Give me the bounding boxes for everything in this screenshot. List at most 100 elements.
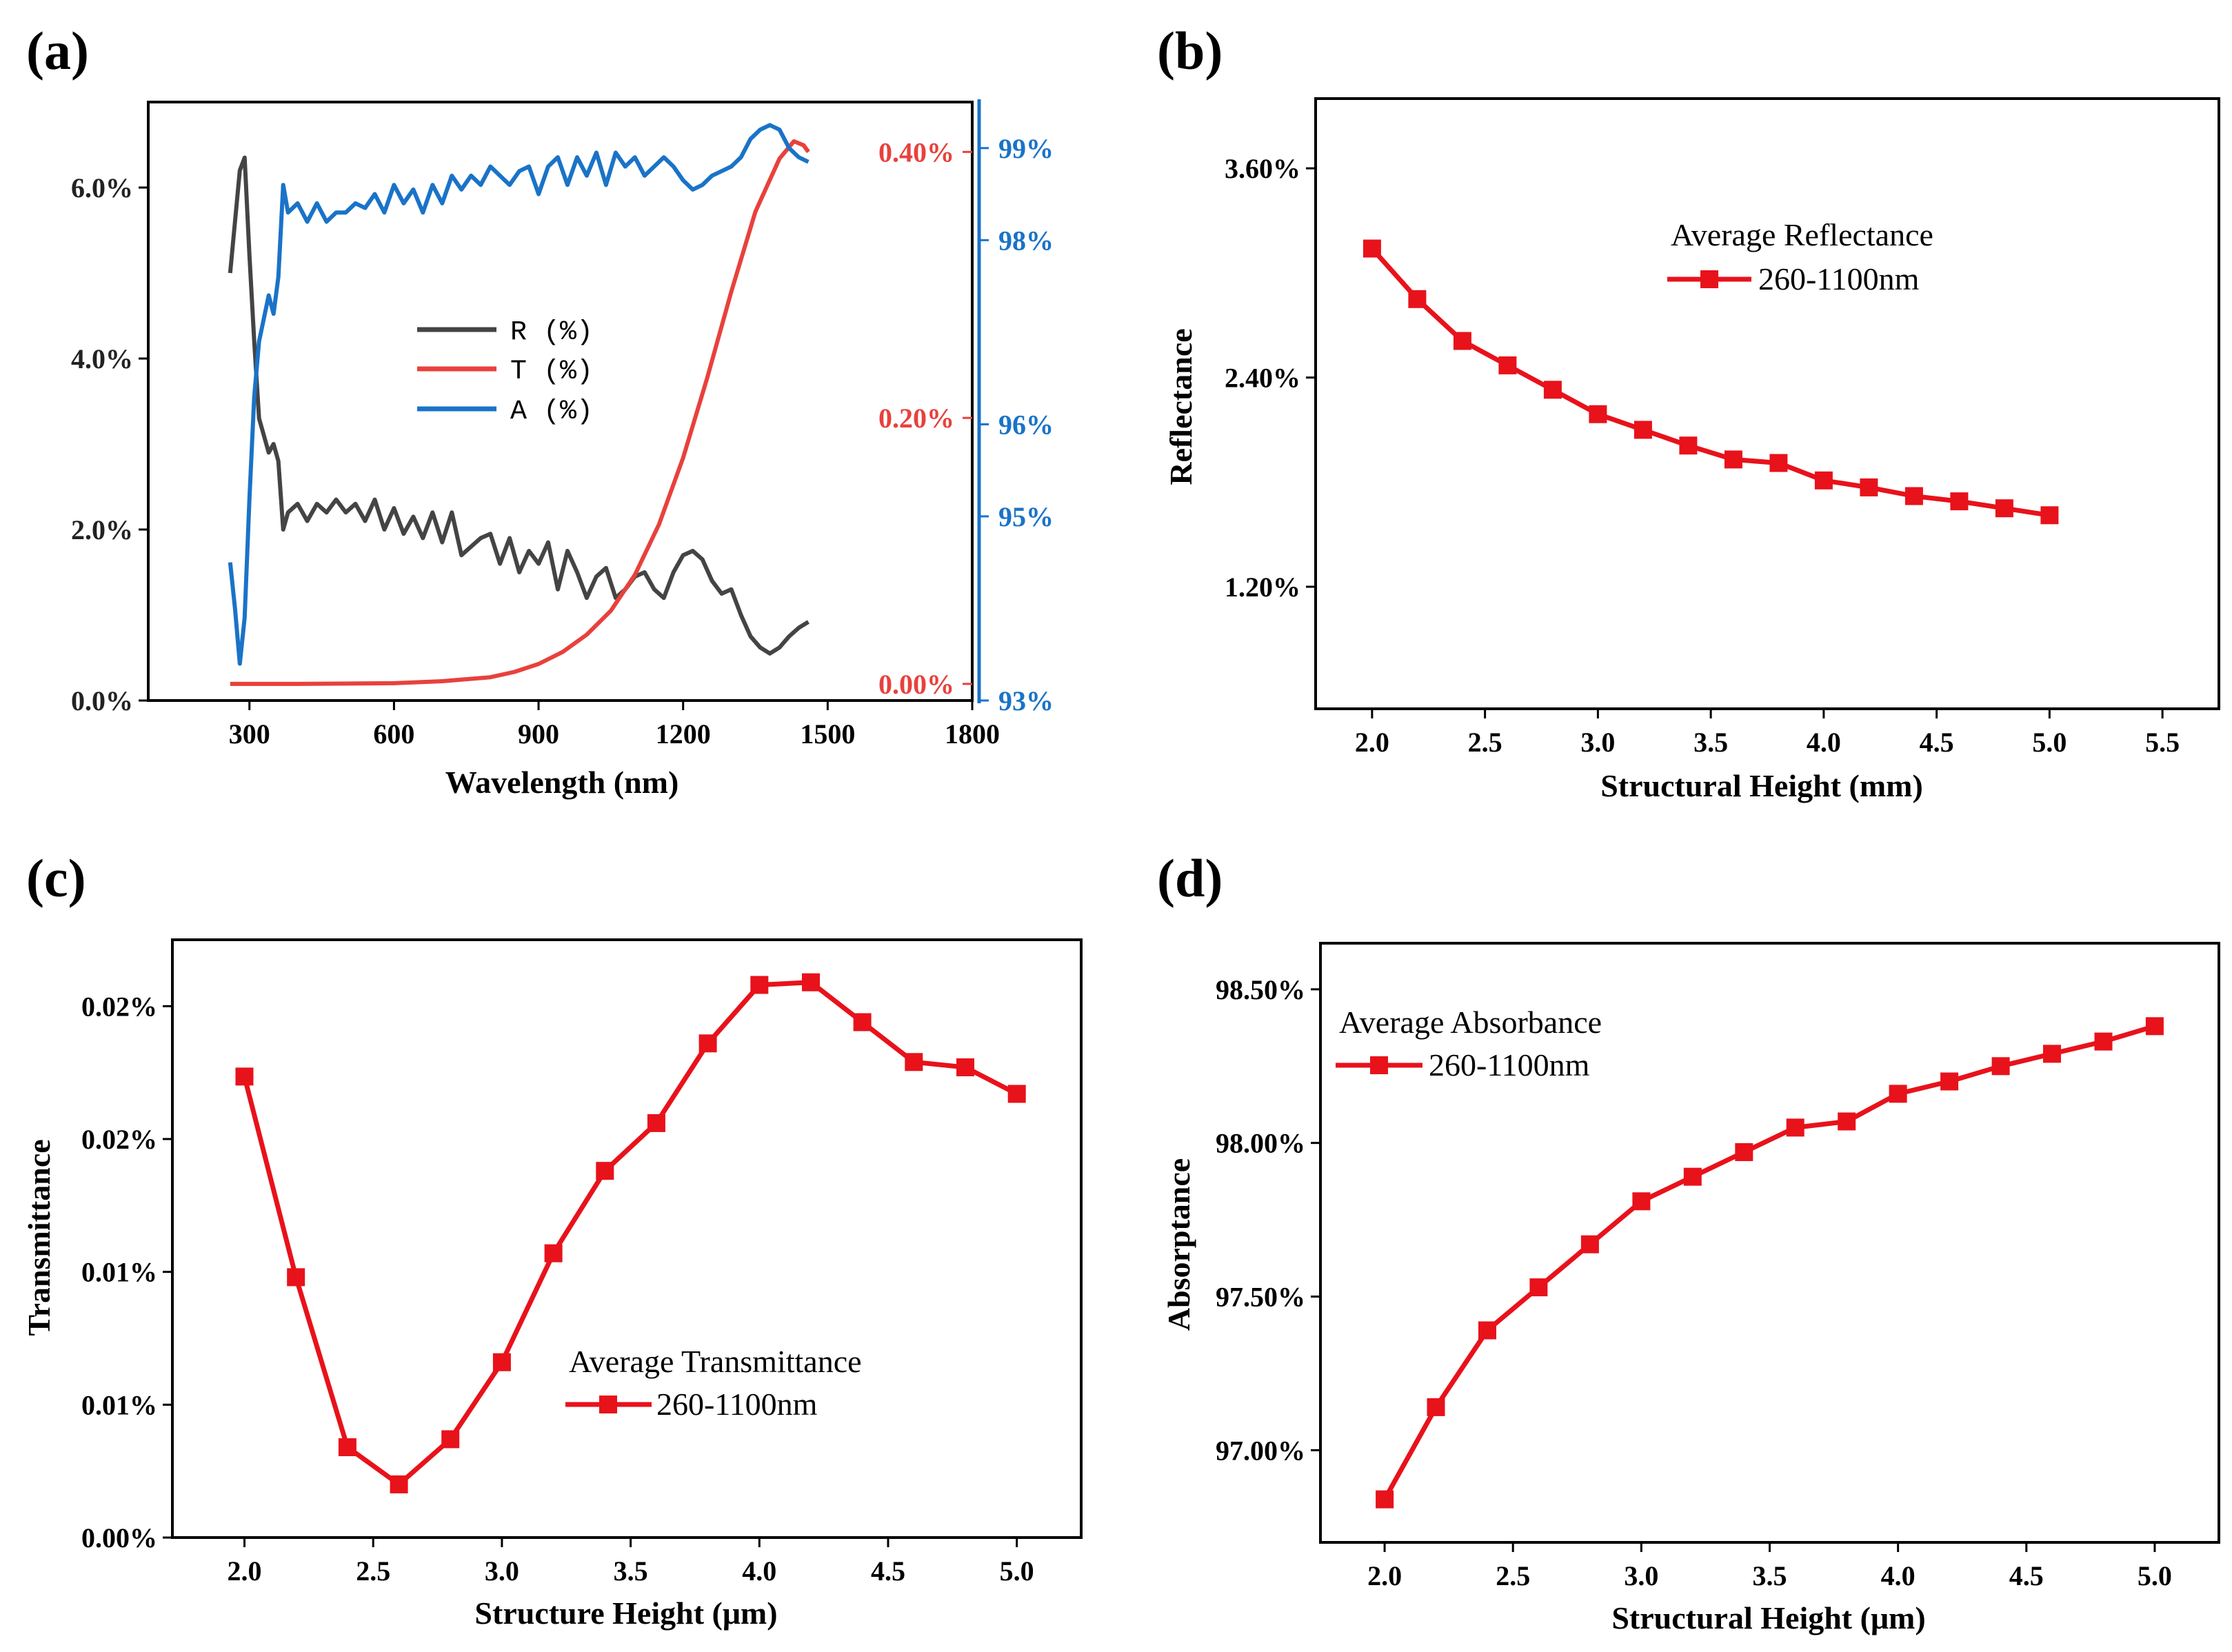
panel-b-y-axis-title: Reflectance xyxy=(1163,328,1198,485)
panel-d-legend: Average Absorbance 260-1100nm xyxy=(1336,1005,1602,1082)
panel-a-x-tick-label: 900 xyxy=(518,718,559,749)
panel-d-x-tick-label: 3.0 xyxy=(1624,1560,1658,1591)
panel-c-x-tick-label: 5.0 xyxy=(1000,1555,1034,1586)
panel-d-x-tick-label: 4.5 xyxy=(2009,1560,2044,1591)
panel-b-x-tick-label: 2.0 xyxy=(1355,727,1389,758)
panel-b-y-tick-label: 3.60% xyxy=(1225,153,1300,184)
panel-b-x-tick-label: 3.5 xyxy=(1693,727,1728,758)
legend-label-r: R (%) xyxy=(510,317,593,348)
panel-c-data-point xyxy=(647,1114,665,1132)
panel-b-frame xyxy=(1314,97,2220,710)
panel-a: (a) 300 600 900 1200 1500 1800 0.0% 2.0% 4.0% 6.0… xyxy=(26,21,1054,800)
panel-c-legend-marker xyxy=(599,1396,617,1413)
panel-d-data-point xyxy=(2145,1017,2164,1036)
panel-d-legend-marker xyxy=(1370,1056,1388,1074)
panel-d-data-point xyxy=(1889,1085,1907,1103)
panel-a-red-tick-label: 0.20% xyxy=(878,403,954,434)
panel-b-x-tick-label: 5.0 xyxy=(2032,727,2067,758)
panel-b-x-tick-label: 5.5 xyxy=(2145,727,2180,758)
legend-label-t: T (%) xyxy=(510,356,593,387)
panel-b-data-point xyxy=(1724,450,1742,469)
panel-d-y-tick-label: 98.00% xyxy=(1216,1128,1305,1159)
panel-b-y-tick-label: 1.20% xyxy=(1225,572,1300,603)
panel-d-data-point xyxy=(1376,1490,1394,1509)
panel-d-x-tick-label: 5.0 xyxy=(2138,1560,2172,1591)
panel-b-x-tick-label: 4.5 xyxy=(1920,727,1954,758)
panel-c-x-tick-label: 4.5 xyxy=(871,1555,905,1586)
panel-c-x-tick-label: 2.0 xyxy=(228,1555,262,1586)
panel-a-left-tick-label: 0.0% xyxy=(71,685,133,716)
panel-a-series-line-t xyxy=(230,139,810,686)
panel-b-data-point xyxy=(1543,381,1562,399)
panel-b: (b) 2.0 2.5 3.0 3.5 4.0 4.5 5.0 5.5 1.20% 2.40% 3.… xyxy=(1157,21,2220,803)
panel-b-data-point xyxy=(1814,471,1833,490)
panel-b-data-point xyxy=(1995,499,2013,518)
panel-d-y-tick-label: 97.00% xyxy=(1216,1435,1305,1466)
panel-a-left-tick-label: 4.0% xyxy=(71,343,133,374)
panel-c: (c) 2.0 2.5 3.0 3.5 4.0 4.5 5.0 0.00% 0.01% 0.01%… xyxy=(21,848,1083,1631)
panel-d-x-tick-label: 4.0 xyxy=(1881,1560,1916,1591)
panel-b-data-point xyxy=(1904,487,1923,505)
panel-c-data-point xyxy=(596,1162,614,1180)
panel-d-data-point xyxy=(1940,1072,1959,1091)
panel-b-data-point xyxy=(1633,421,1652,439)
panel-b-data-point xyxy=(1589,405,1607,423)
panel-d-series-line xyxy=(1383,1023,2155,1501)
panel-c-x-tick-label: 3.0 xyxy=(485,1555,519,1586)
panel-c-x-tick-label: 4.0 xyxy=(742,1555,776,1586)
panel-b-x-tick-label: 4.0 xyxy=(1807,727,1841,758)
panel-b-data-point xyxy=(1453,332,1471,350)
panel-a-x-tick-label: 1800 xyxy=(945,718,1000,749)
panel-c-y-tick-label: 0.01% xyxy=(81,1257,157,1288)
panel-b-y-tick-label: 2.40% xyxy=(1225,363,1300,394)
panel-b-data-point xyxy=(1498,356,1517,374)
panel-c-data-point xyxy=(390,1475,408,1493)
panel-a-frame xyxy=(147,101,974,702)
panel-d-x-axis-title: Structural Height (μm) xyxy=(1611,1600,1925,1635)
panel-b-data-point xyxy=(1860,478,1878,496)
panel-a-red-tick-label: 0.00% xyxy=(878,669,954,700)
panel-b-label: (b) xyxy=(1157,21,1223,81)
panel-a-label: (a) xyxy=(26,21,89,81)
panel-d-legend-title: Average Absorbance xyxy=(1339,1005,1602,1040)
panel-a-legend: R (%) T (%) A (%) xyxy=(417,317,593,427)
panel-a-blue-tick-label: 98% xyxy=(998,225,1054,256)
panel-d-data-point xyxy=(1991,1057,2010,1076)
panel-c-series-line xyxy=(242,980,1018,1487)
panel-d-data-point xyxy=(1683,1167,1702,1186)
panel-d-y-tick-label: 98.50% xyxy=(1216,974,1305,1005)
panel-d-x-tick-label: 2.5 xyxy=(1496,1560,1530,1591)
panel-c-data-point xyxy=(750,976,769,994)
panel-b-data-point xyxy=(1950,492,1969,511)
panel-a-left-tick-label: 6.0% xyxy=(71,172,133,203)
panel-a-series-line-a xyxy=(228,123,810,666)
panel-c-data-point xyxy=(853,1013,872,1031)
panel-d-data-point xyxy=(1478,1321,1496,1340)
panel-a-blue-tick-label: 95% xyxy=(998,501,1054,532)
panel-b-x-tick-label: 3.0 xyxy=(1580,727,1615,758)
panel-a-x-tick-label: 1200 xyxy=(656,718,711,749)
panel-a-x-axis-title: Wavelength (nm) xyxy=(445,765,679,800)
panel-a-blue-tick-label: 99% xyxy=(998,133,1054,164)
panel-d: (d) 2.0 2.5 3.0 3.5 4.0 4.5 5.0 97.00% 97.50% 98.… xyxy=(1157,848,2220,1635)
panel-d-label: (d) xyxy=(1157,848,1223,908)
panel-c-data-point xyxy=(956,1058,974,1076)
panel-b-x-axis-title: Structural Height (mm) xyxy=(1600,768,1923,803)
panel-b-series-line xyxy=(1370,247,2050,518)
panel-d-data-point xyxy=(1786,1118,1804,1137)
panel-d-data-point xyxy=(2094,1032,2113,1051)
panel-c-data-point xyxy=(441,1430,460,1449)
panel-c-y-tick-label: 0.02% xyxy=(81,991,157,1022)
panel-b-legend-label: 260-1100nm xyxy=(1758,261,1920,296)
panel-d-data-point xyxy=(1632,1192,1651,1211)
panel-c-frame xyxy=(171,938,1083,1539)
panel-d-data-point xyxy=(1735,1143,1753,1161)
panel-b-data-point xyxy=(1769,454,1788,472)
panel-c-y-axis-title: Transmittance xyxy=(21,1139,57,1336)
panel-b-legend-title: Average Reflectance xyxy=(1671,217,1933,252)
panel-b-data-point xyxy=(2040,506,2059,525)
panel-a-x-tick-label: 1500 xyxy=(800,718,855,749)
panel-c-y-tick-label: 0.00% xyxy=(81,1522,157,1553)
panel-a-series-line-r xyxy=(228,155,810,656)
